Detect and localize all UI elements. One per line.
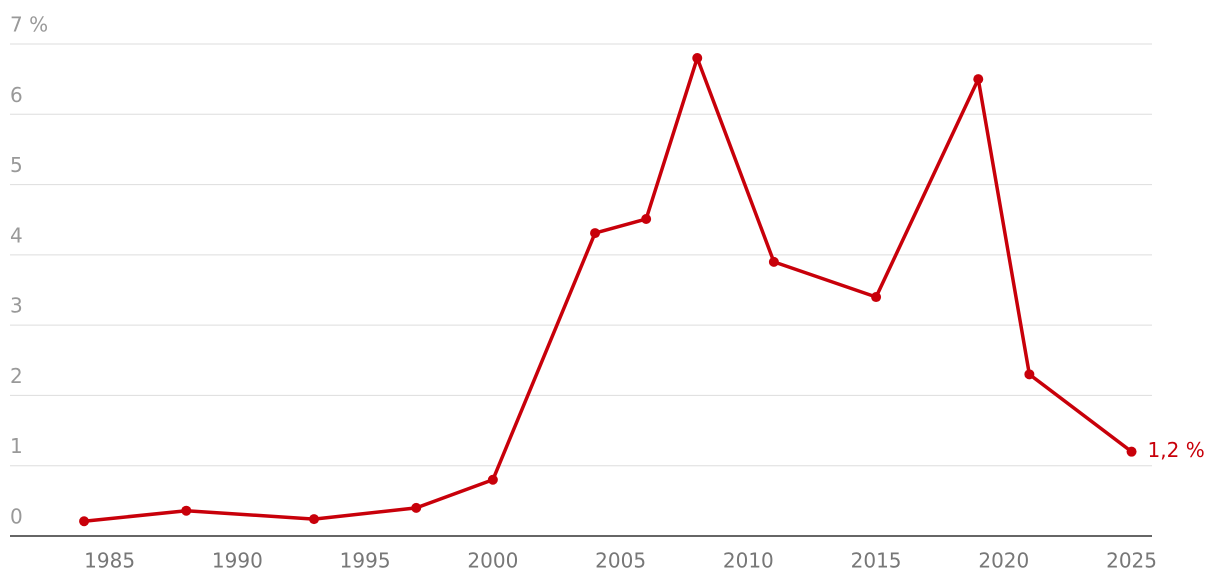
point [411,502,422,513]
y-tick-label: 0 [10,505,23,529]
x-tick-label: 1995 [340,549,391,573]
point [590,228,601,239]
x-tick-label: 2000 [467,549,518,573]
y-tick-label: 4 [10,223,23,247]
point [641,214,652,225]
point [1126,446,1137,457]
y-tick-label: 3 [10,294,23,318]
y-tick-label: 2 [10,364,23,388]
x-tick-label: 2015 [851,549,902,573]
x-tick-label: 1985 [84,549,135,573]
point [973,74,984,85]
line [83,56,1133,523]
x-tick-label: 1990 [212,549,263,573]
point [487,474,498,485]
point [181,505,192,516]
x-tick-label: 2005 [595,549,646,573]
point [1024,369,1035,380]
point [692,53,703,64]
x-tick-label: 2010 [723,549,774,573]
y-tick-label: 1 [10,434,23,458]
y-tick-label: 5 [10,153,23,177]
point [309,514,320,525]
y-tick-label: 6 [10,83,23,107]
x-tick-label: 2020 [978,549,1029,573]
value-label: 1,2 % [1148,438,1205,462]
y-tick-label: 7 % [10,13,48,37]
point [871,292,882,303]
point [79,516,90,527]
point [768,256,779,267]
x-tick-label: 2025 [1106,549,1157,573]
